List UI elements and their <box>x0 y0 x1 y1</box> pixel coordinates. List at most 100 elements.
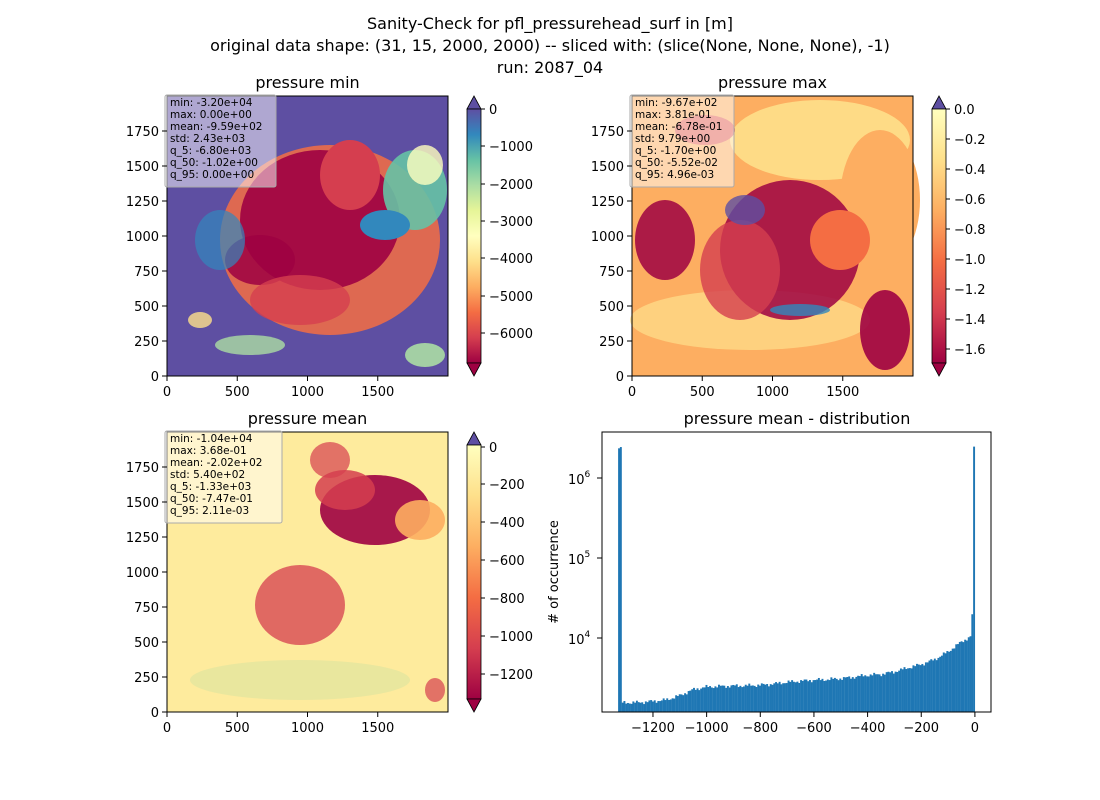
histogram-bar <box>926 662 929 712</box>
histogram-bar <box>808 680 811 712</box>
histogram-bar <box>800 680 802 712</box>
histogram-bar <box>637 702 640 712</box>
colorbar-tick-label: −1000 <box>489 630 533 645</box>
y-tick-label: 0 <box>151 706 159 721</box>
stats-line: std: 5.40e+02 <box>170 469 245 481</box>
histogram-bar <box>687 691 690 712</box>
histogram-bar <box>869 674 872 712</box>
histogram-bar <box>668 700 670 712</box>
histogram-bar <box>776 683 779 712</box>
histogram-bar <box>862 676 865 712</box>
histogram-bar <box>655 702 658 712</box>
figure-title: Sanity-Check for pfl_pressurehead_surf i… <box>210 14 890 78</box>
y-tick-label: 1250 <box>126 195 159 210</box>
stats-line: max: 0.00e+00 <box>170 109 252 121</box>
histogram-bar <box>951 648 954 712</box>
stats-line: q_5: -1.33e+03 <box>170 481 251 493</box>
colorbar-tick-label: −4000 <box>489 252 533 267</box>
y-axis: 104 105 106 # of occurrence <box>547 470 602 648</box>
histogram-bar <box>817 677 820 712</box>
histogram-bar <box>898 670 901 712</box>
colorbar-tick-label: −2000 <box>489 178 533 193</box>
x-tick-label: 0 <box>163 385 171 400</box>
histogram-bar <box>894 671 897 712</box>
histogram-bar <box>696 688 699 712</box>
histogram-bar <box>883 674 886 712</box>
histogram-bar <box>955 644 958 712</box>
x-tick-label: −400 <box>850 721 886 736</box>
histogram-bar <box>935 660 938 712</box>
histogram-bar <box>937 657 940 712</box>
histogram-bar <box>709 686 712 712</box>
histogram-bar <box>949 650 952 712</box>
y-tick-label: 104 <box>568 630 591 648</box>
histogram-bar <box>693 687 695 712</box>
histogram-bar <box>703 687 706 712</box>
histogram-bar <box>716 687 719 712</box>
histogram-bar <box>805 679 808 712</box>
y-tick-label: 1000 <box>126 230 159 245</box>
histogram-bar <box>671 698 674 712</box>
stats-line: std: 2.43e+03 <box>170 133 245 145</box>
histogram-bar <box>821 678 824 712</box>
histogram-bar <box>648 700 651 712</box>
stats-line: q_95: 4.96e-03 <box>635 169 714 181</box>
histogram-bar <box>730 685 733 712</box>
y-tick-label: 105 <box>568 550 590 568</box>
stats-line: q_50: -7.47e-01 <box>170 493 253 505</box>
histogram-bar <box>650 700 653 712</box>
histogram-bar <box>684 693 687 712</box>
histogram-bar <box>833 677 836 712</box>
histogram-bar <box>685 694 688 712</box>
histogram-bar <box>933 658 936 712</box>
histogram-bar <box>939 656 942 712</box>
histogram-bar <box>916 663 918 712</box>
histogram-bar <box>725 687 728 712</box>
histogram-bar <box>857 675 860 712</box>
histogram-bar <box>773 683 776 712</box>
histogram-bar <box>628 703 631 712</box>
histogram-bar <box>944 653 947 712</box>
histogram-bar <box>830 677 833 712</box>
histogram-bar <box>917 664 920 712</box>
histogram-bar <box>762 683 765 712</box>
histogram-bar <box>666 698 669 712</box>
histogram-bar <box>639 702 642 712</box>
y-tick-label: 0 <box>151 370 159 385</box>
histogram-bar <box>739 685 742 712</box>
y-tick-label: 250 <box>134 671 159 686</box>
histogram-bar <box>851 677 854 712</box>
histogram-bar <box>899 668 902 712</box>
x-tick-label: 0 <box>628 385 636 400</box>
histogram-bar <box>855 676 858 712</box>
histogram-bar <box>882 673 885 712</box>
x-tick-label: 500 <box>225 385 250 400</box>
panel-title: pressure mean <box>248 409 368 428</box>
stats-line: min: -3.20e+04 <box>170 97 253 109</box>
histogram-bar <box>759 685 761 712</box>
histogram-bar <box>705 684 708 712</box>
histogram-bar <box>787 680 790 712</box>
histogram-bar <box>875 674 877 712</box>
colorbar-tick-label: 0 <box>489 103 497 118</box>
histogram-bar <box>657 701 660 712</box>
histogram-bar <box>930 659 933 712</box>
colorbar-tick-label: −3000 <box>489 215 533 230</box>
histogram-bar <box>707 687 710 712</box>
histogram-bar <box>973 446 976 712</box>
colorbar-tick-label: −1.0 <box>954 253 986 268</box>
histogram-bar <box>816 679 819 712</box>
colorbar-tick-label: −400 <box>489 516 525 531</box>
histogram-bar <box>669 699 672 712</box>
y-tick-label: 500 <box>599 300 624 315</box>
histogram-bar <box>644 701 647 712</box>
histogram-bar <box>910 668 913 712</box>
y-tick-label: 1000 <box>591 230 624 245</box>
histogram-bar <box>753 685 756 712</box>
histogram-bar <box>807 681 810 712</box>
histogram-bar <box>780 684 783 712</box>
histogram-bar <box>726 686 729 712</box>
colorbar-tick-label: 0.0 <box>954 103 975 118</box>
colorbar-tick-label: −1000 <box>489 140 533 155</box>
histogram-bar <box>660 700 663 712</box>
